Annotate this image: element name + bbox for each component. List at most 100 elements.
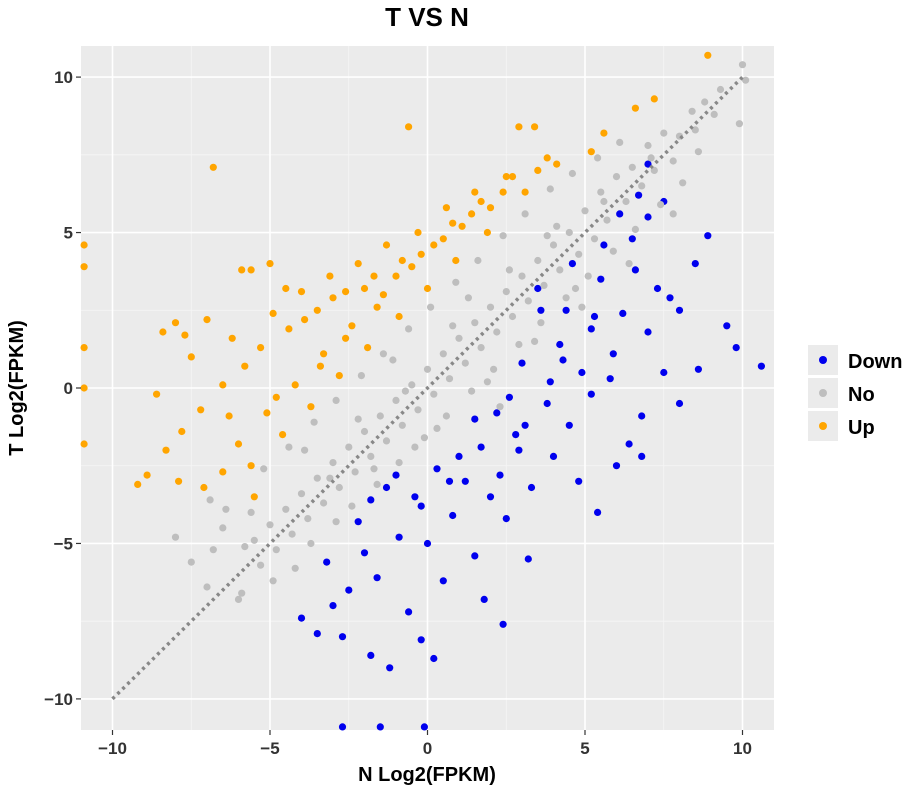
point-no <box>241 543 249 551</box>
point-no <box>313 474 321 482</box>
point-down <box>373 574 381 582</box>
point-up <box>650 95 658 103</box>
point-up <box>414 228 422 237</box>
x-tick-label: 5 <box>580 739 589 758</box>
point-no <box>543 232 551 240</box>
point-down <box>675 399 684 408</box>
point-no <box>171 533 180 541</box>
point-no <box>549 241 558 249</box>
point-up <box>531 123 539 131</box>
point-up <box>159 328 167 336</box>
point-no <box>427 303 435 311</box>
point-down <box>578 368 586 377</box>
point-no <box>600 197 608 206</box>
point-up <box>439 235 447 243</box>
point-down <box>616 210 624 218</box>
point-down <box>386 664 394 672</box>
point-up <box>234 440 243 448</box>
point-no <box>616 138 624 146</box>
point-up <box>80 241 88 249</box>
point-no <box>483 378 491 386</box>
legend-label-down: Down <box>848 351 902 373</box>
point-down <box>493 409 501 417</box>
point-no <box>348 502 356 510</box>
point-down <box>625 440 633 448</box>
point-no <box>345 443 353 451</box>
point-no <box>461 359 469 367</box>
point-no <box>411 443 419 451</box>
point-up <box>521 188 529 196</box>
point-up <box>143 471 151 479</box>
point-up <box>247 462 255 470</box>
point-no <box>650 166 658 174</box>
point-down <box>420 723 428 731</box>
point-no <box>515 340 523 349</box>
point-no <box>581 207 589 215</box>
x-tick-label: 10 <box>733 739 752 758</box>
point-down <box>609 350 617 358</box>
point-no <box>439 350 447 358</box>
point-up <box>553 160 561 168</box>
point-no <box>669 210 677 218</box>
point-no <box>657 201 665 209</box>
point-up <box>329 294 337 302</box>
point-no <box>622 197 630 206</box>
point-down <box>512 431 520 439</box>
point-no <box>486 303 495 311</box>
point-down <box>559 356 567 364</box>
point-no <box>433 424 441 432</box>
point-no <box>556 266 564 274</box>
point-down <box>430 654 438 663</box>
point-down <box>631 266 640 274</box>
point-down <box>732 344 740 352</box>
point-no <box>367 452 375 460</box>
point-down <box>477 443 485 451</box>
point-no <box>360 427 369 436</box>
point-down <box>546 378 554 386</box>
point-no <box>493 328 501 336</box>
point-down <box>471 552 479 560</box>
point-down <box>367 651 375 660</box>
point-up <box>80 384 88 392</box>
point-down <box>423 539 432 548</box>
point-down <box>587 390 595 398</box>
point-up <box>219 381 227 389</box>
point-up <box>203 316 211 324</box>
point-no <box>449 322 457 330</box>
point-no <box>392 396 400 404</box>
point-no <box>370 465 378 473</box>
point-no <box>291 564 299 572</box>
point-up <box>534 166 542 174</box>
point-up <box>266 260 274 268</box>
point-up <box>263 409 271 417</box>
y-tick-label: 0 <box>64 379 73 398</box>
point-down <box>518 359 526 367</box>
point-no <box>405 325 413 333</box>
point-no <box>584 272 592 280</box>
x-axis-title: N Log2(FPKM) <box>358 764 496 786</box>
y-axis-title: T Log2(FPKM) <box>6 320 28 456</box>
point-up <box>499 188 507 196</box>
point-up <box>272 393 280 401</box>
point-down <box>606 375 614 383</box>
point-no <box>351 468 359 476</box>
point-up <box>405 123 413 131</box>
point-up <box>458 222 466 230</box>
point-no <box>612 173 621 181</box>
point-up <box>398 256 406 265</box>
point-down <box>568 260 577 268</box>
point-no <box>553 222 561 230</box>
point-no <box>631 225 640 233</box>
point-no <box>565 228 573 237</box>
point-down <box>556 340 564 349</box>
point-up <box>279 431 287 439</box>
point-up <box>257 344 265 352</box>
point-no <box>187 558 195 566</box>
point-up <box>704 51 712 59</box>
point-down <box>505 393 513 401</box>
point-down <box>562 306 570 314</box>
point-down <box>653 284 662 293</box>
point-no <box>272 546 280 554</box>
point-down <box>694 365 703 373</box>
point-down <box>376 723 384 731</box>
